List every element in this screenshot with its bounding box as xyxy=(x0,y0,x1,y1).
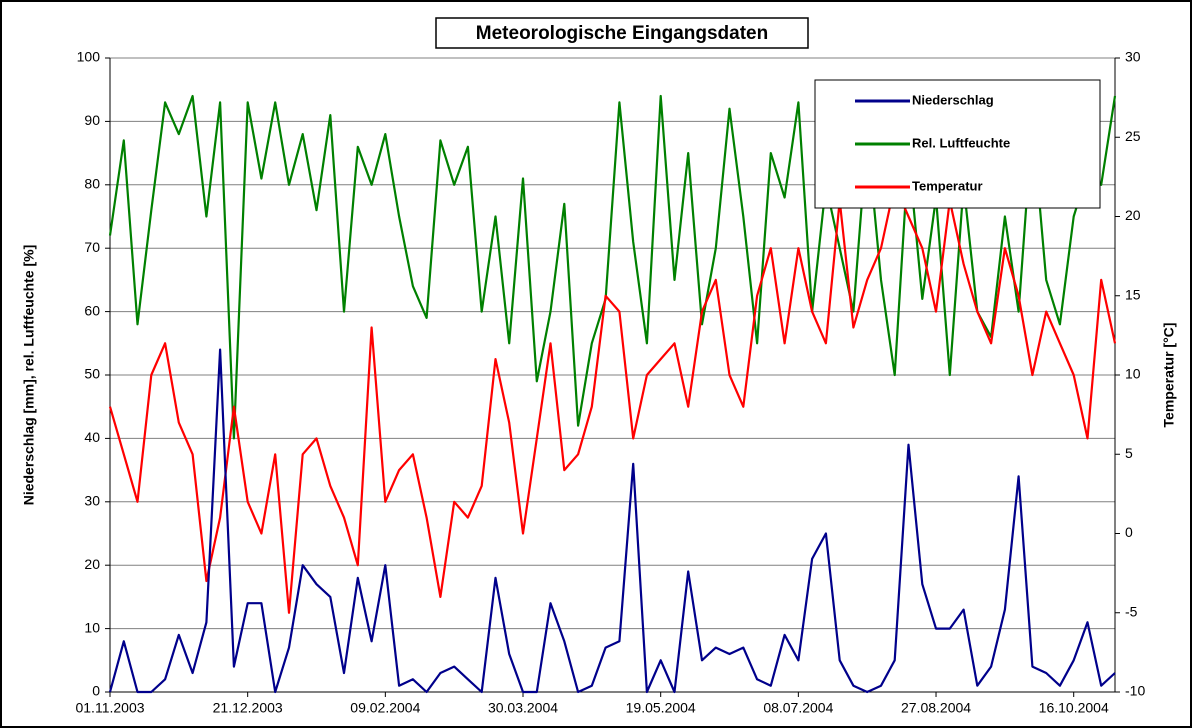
title-box xyxy=(435,17,809,49)
legend-label: Niederschlag xyxy=(912,92,994,107)
y-tick-label: 60 xyxy=(84,302,100,318)
y-axis-label: Niederschlag [mm], rel. Luftfeuchte [%] xyxy=(21,245,37,506)
y2-tick-label: -10 xyxy=(1125,683,1145,699)
y2-tick-label: 0 xyxy=(1125,524,1133,540)
y-tick-label: 80 xyxy=(84,176,100,192)
x-tick-label: 30.03.2004 xyxy=(488,700,558,716)
plot: 0 10 20 30 40 50 60 70 80 90 100 -10 -5 0 5 10 15 20 25 30 0… xyxy=(75,49,1145,716)
series-line xyxy=(108,348,1116,694)
y-tick-label: 90 xyxy=(84,112,100,128)
y-tick-label: 10 xyxy=(84,619,100,635)
x-tick-label: 16.10.2004 xyxy=(1039,700,1109,716)
x-tick-label: 01.11.2003 xyxy=(75,700,144,716)
y-tick-label: 40 xyxy=(84,429,100,445)
y2-tick-label: 30 xyxy=(1125,49,1141,65)
y-tick-label: 50 xyxy=(84,366,100,382)
y2-tick-label: 25 xyxy=(1125,128,1141,144)
legend-label: Temperatur xyxy=(912,178,983,193)
x-tick-label: 27.08.2004 xyxy=(901,700,971,716)
x-tick-label: 09.02.2004 xyxy=(350,700,420,716)
chart-title: Meteorologische Eingangsdaten xyxy=(476,23,768,44)
y2-axis-label: Temperatur [°C] xyxy=(1161,323,1177,428)
y2-tick-label: -5 xyxy=(1125,603,1138,619)
y2-tick-label: 15 xyxy=(1125,286,1141,302)
y2-tick-label: 10 xyxy=(1125,366,1141,382)
series-line xyxy=(108,94,1117,440)
y-tick-label: 100 xyxy=(77,49,101,65)
y2-tick-label: 20 xyxy=(1125,207,1141,223)
x-tick-label: 21.12.2003 xyxy=(213,700,283,716)
y-tick-label: 20 xyxy=(84,556,100,572)
legend-label: Rel. Luftfeuchte xyxy=(912,135,1010,150)
x-tick-label: 08.07.2004 xyxy=(763,700,833,716)
series-line xyxy=(108,183,1117,614)
y-tick-label: 70 xyxy=(84,239,100,255)
y2-tick-label: 5 xyxy=(1125,445,1133,461)
y-tick-label: 30 xyxy=(84,493,100,509)
y-tick-label: 0 xyxy=(92,683,100,699)
x-tick-label: 19.05.2004 xyxy=(626,700,696,716)
